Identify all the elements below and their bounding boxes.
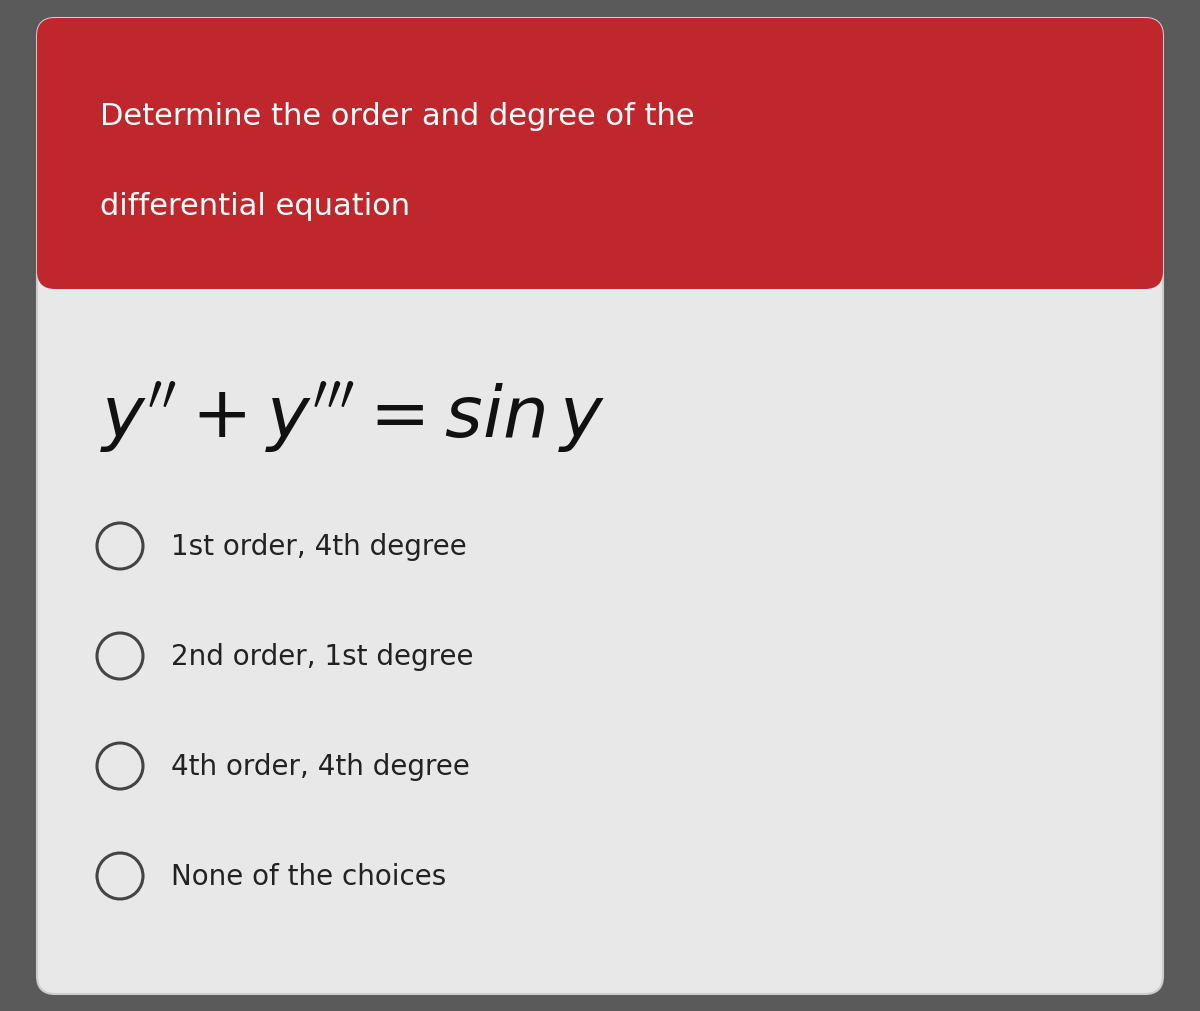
Text: 1st order, 4th degree: 1st order, 4th degree xyxy=(172,533,467,560)
Text: Determine the order and degree of the: Determine the order and degree of the xyxy=(100,102,695,130)
Text: differential equation: differential equation xyxy=(100,192,410,220)
Bar xyxy=(55,206,1145,272)
FancyBboxPatch shape xyxy=(37,19,1163,994)
Text: $\mathit{y}'' + \mathit{y}''' = \mathit{sin}\,\mathit{y}$: $\mathit{y}'' + \mathit{y}''' = \mathit{… xyxy=(100,379,605,454)
Text: 4th order, 4th degree: 4th order, 4th degree xyxy=(172,752,470,780)
FancyBboxPatch shape xyxy=(37,19,1163,290)
Text: None of the choices: None of the choices xyxy=(172,862,446,890)
Text: 2nd order, 1st degree: 2nd order, 1st degree xyxy=(172,642,474,670)
